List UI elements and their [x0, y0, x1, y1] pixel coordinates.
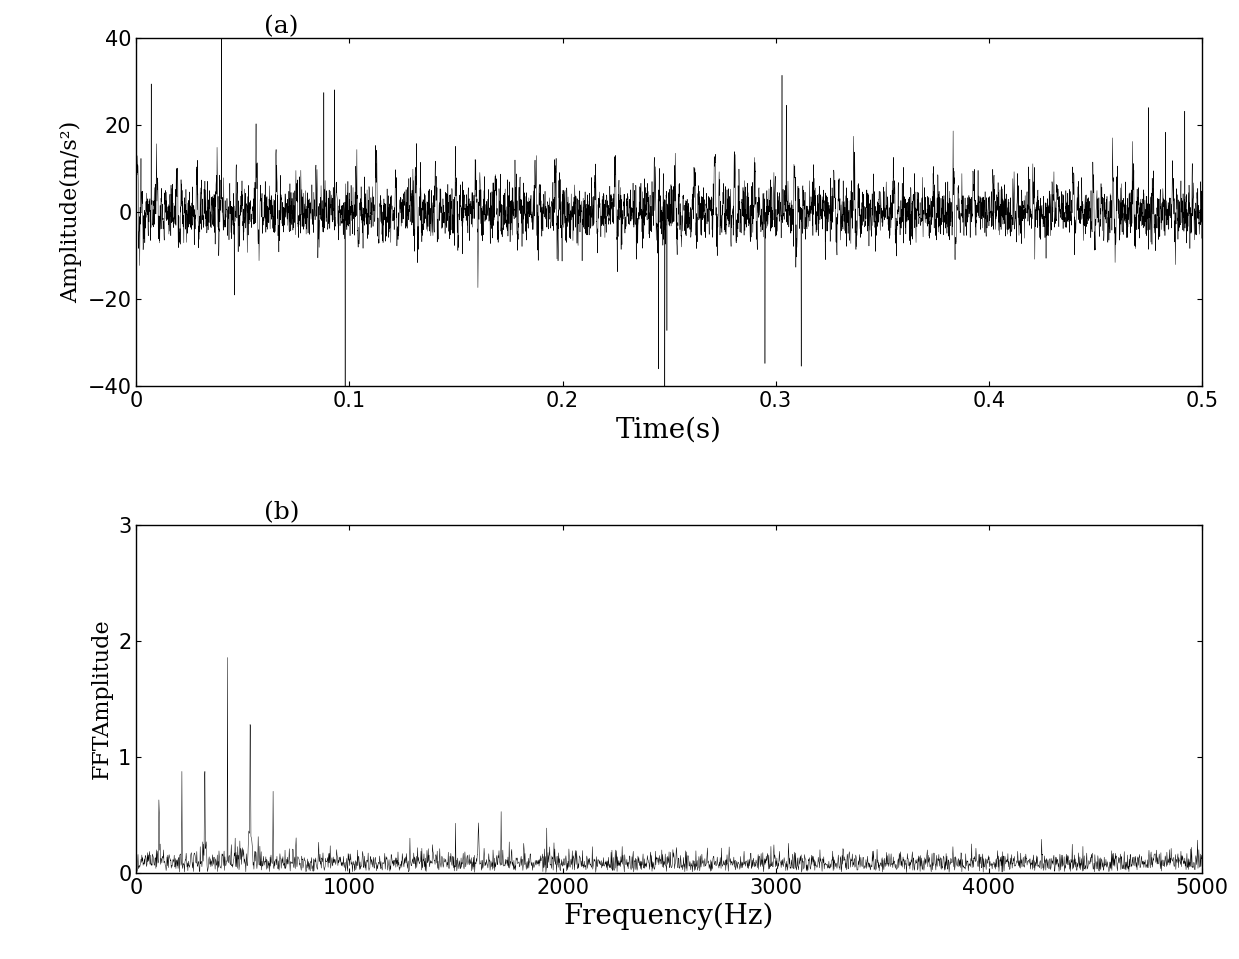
- Y-axis label: Amplitude(m/s²): Amplitude(m/s²): [59, 121, 82, 303]
- Text: (a): (a): [264, 14, 299, 37]
- Y-axis label: FFTAmplitude: FFTAmplitude: [90, 619, 113, 779]
- X-axis label: Time(s): Time(s): [616, 416, 722, 443]
- X-axis label: Frequency(Hz): Frequency(Hz): [564, 903, 774, 930]
- Text: (b): (b): [264, 502, 300, 525]
